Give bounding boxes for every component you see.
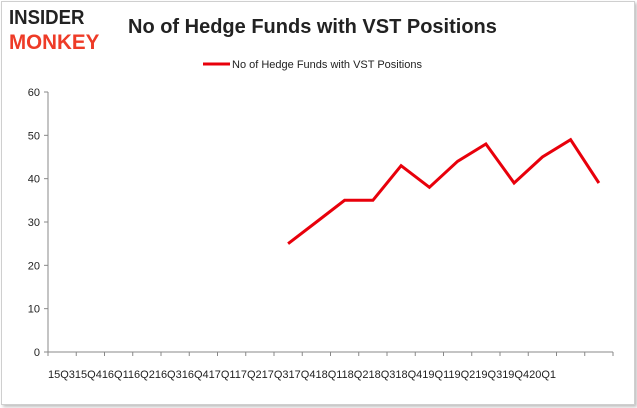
series-layer [287,137,601,245]
legend: No of Hedge Funds with VST Positions [203,59,422,71]
y-tick-label: 40 [28,174,40,186]
x-axis-tick-labels: 15Q315Q416Q116Q216Q316Q417Q117Q217Q317Q4… [48,369,556,381]
y-tick-label: 30 [28,217,40,229]
y-tick-label: 50 [28,130,40,142]
y-tick-label: 0 [34,347,40,359]
chart-title: No of Hedge Funds with VST Positions [128,16,497,38]
y-tick-label: 60 [28,87,40,99]
insider-monkey-logo: INSIDER MONKEY [6,4,118,54]
y-tick-label: 20 [28,260,40,272]
logo-line-monkey: MONKEY [9,31,100,54]
logo-line-insider: INSIDER [9,7,85,29]
series-line [287,137,601,245]
y-tick-label: 10 [28,304,40,316]
y-axis-ticks: 0 10 20 30 40 50 60 [28,87,614,359]
axes [47,92,613,353]
legend-label: No of Hedge Funds with VST Positions [232,59,422,71]
